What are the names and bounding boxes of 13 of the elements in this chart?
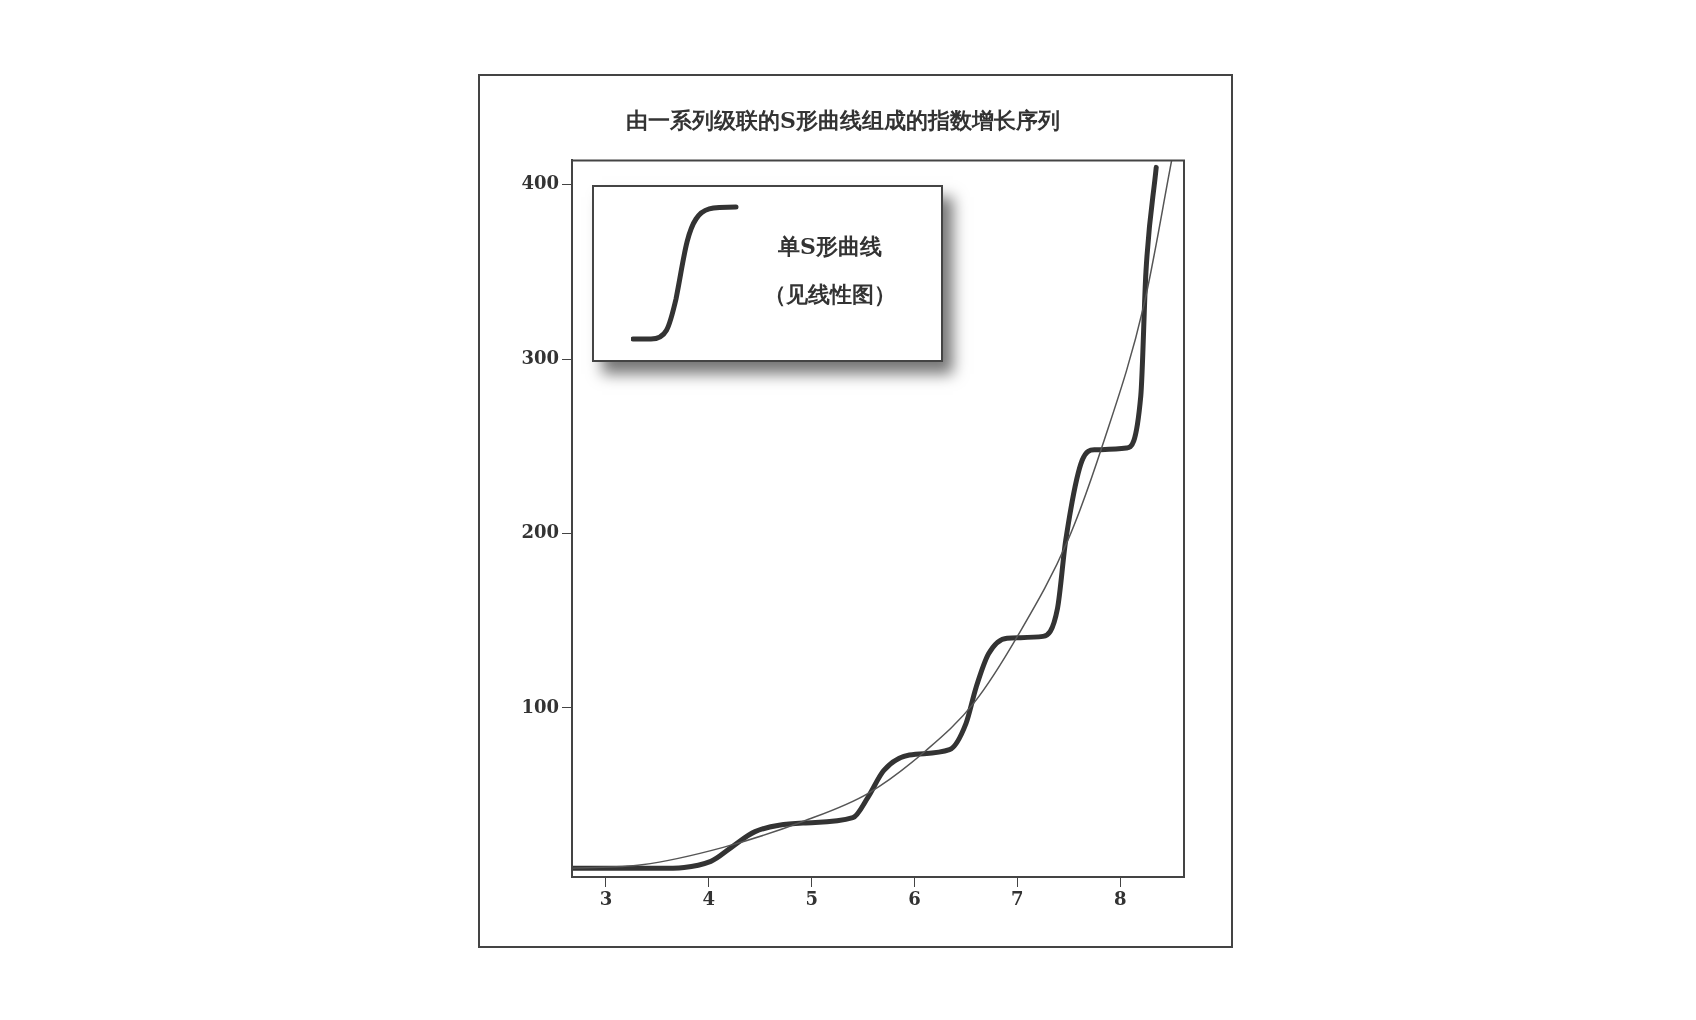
y-tick-label: 200: [521, 521, 559, 543]
annotation: 单S形曲线: [777, 232, 883, 261]
x-tick-label: 3: [599, 888, 613, 910]
x-tick-label: 5: [805, 888, 818, 910]
y-tick-label: 400: [521, 172, 559, 194]
x-tick-label: 4: [702, 888, 716, 910]
x-tick-label: 7: [1011, 888, 1024, 910]
y-tick-label: 300: [521, 346, 559, 368]
x-tick-label: 8: [1113, 888, 1127, 910]
y-tick-label: 100: [521, 695, 559, 717]
chart-title: 由一系列级联的S形曲线组成的指数增长序列: [626, 106, 1060, 133]
x-tick-label: 6: [908, 888, 921, 910]
annotation: （见线性图）: [763, 280, 897, 309]
